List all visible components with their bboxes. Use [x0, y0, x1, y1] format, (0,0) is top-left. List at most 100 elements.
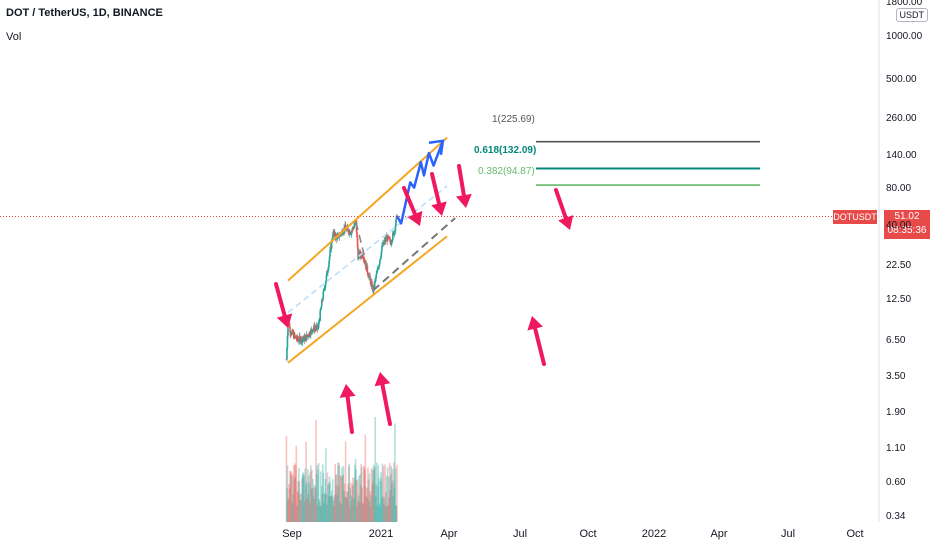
volume-bars: [285, 416, 398, 522]
projection-path: [395, 140, 445, 225]
candle-body: [324, 288, 326, 290]
volume-bar: [302, 473, 305, 522]
volume-bar: [364, 469, 366, 522]
candle-body: [299, 336, 301, 338]
volume-bar: [369, 506, 372, 522]
volume-bar: [294, 476, 297, 522]
volume-bar: [371, 470, 374, 522]
volume-bar: [298, 481, 301, 522]
volume-bar: [325, 494, 328, 522]
volume-bar: [356, 479, 359, 522]
volume-bar: [297, 491, 300, 522]
candle-body: [381, 246, 383, 252]
volume-bar: [308, 482, 311, 522]
candle-body: [307, 336, 310, 338]
candle-body: [342, 233, 344, 235]
candle-body: [353, 226, 355, 229]
candle-body: [314, 328, 316, 331]
candle-body: [356, 237, 359, 248]
candle-body: [372, 284, 375, 293]
volume-bar: [294, 465, 297, 522]
annotation-arrow-shaft: [533, 326, 546, 366]
volume-bar: [370, 468, 373, 522]
candle-body: [342, 232, 345, 234]
volume-bar: [384, 506, 387, 522]
volume-bar: [391, 469, 394, 522]
symbol-title[interactable]: DOT / TetherUS, 1D, BINANCE: [6, 7, 163, 19]
volume-bar: [386, 506, 388, 522]
volume-bar: [299, 493, 301, 522]
candle-body: [331, 237, 334, 241]
volume-bar: [318, 499, 320, 522]
volume-bar: [395, 505, 397, 522]
volume-bar: [298, 468, 300, 522]
volume-bar: [326, 472, 329, 522]
volume-bar: [306, 498, 309, 522]
candle-body: [291, 330, 294, 335]
fib-label-0382: 0.382(94.87): [478, 166, 535, 177]
candle-body: [377, 268, 380, 270]
candle-body: [312, 328, 315, 330]
volume-bar: [331, 495, 333, 522]
volume-bar: [306, 469, 309, 522]
volume-bar: [311, 488, 314, 522]
candles: [285, 214, 398, 362]
annotation-arrows: [274, 164, 574, 434]
volume-bar: [330, 490, 333, 522]
volume-bar: [289, 472, 292, 522]
candle-body: [332, 231, 334, 238]
volume-bar: [365, 486, 367, 522]
volume-bar: [342, 465, 345, 522]
annotation-arrow-shaft: [430, 172, 441, 206]
volume-bar: [359, 473, 361, 522]
volume-bar: [375, 462, 378, 522]
candle-body: [359, 252, 362, 256]
y-tick-label: 6.50: [886, 335, 906, 346]
volume-bar: [373, 468, 375, 522]
volume-bar: [376, 506, 379, 522]
volume-bar: [348, 463, 351, 522]
volume-bar: [317, 469, 319, 522]
volume-bar: [310, 465, 312, 522]
drawings: [287, 136, 760, 364]
candle-body: [289, 332, 292, 335]
candle-body: [300, 340, 302, 343]
candle-body: [357, 247, 359, 260]
candle-body: [329, 250, 331, 257]
candle-body: [305, 334, 308, 341]
volume-bar: [319, 506, 321, 522]
candle-body: [347, 228, 350, 233]
volume-bar: [362, 502, 365, 522]
volume-bar: [335, 474, 338, 522]
x-tick-label: Jul: [512, 528, 528, 540]
volume-bar: [291, 474, 294, 522]
candle-body: [356, 232, 358, 238]
candle-body: [382, 242, 384, 246]
volume-bar: [336, 494, 339, 522]
candle-body: [376, 269, 379, 273]
volume-bar: [286, 465, 289, 522]
volume-bar: [302, 472, 304, 522]
candle-body: [319, 309, 322, 311]
candle-body: [322, 291, 325, 299]
candle-body: [323, 288, 325, 292]
volume-label[interactable]: Vol: [6, 31, 22, 43]
y-tick-label: 1.10: [886, 443, 906, 454]
volume-bar: [387, 504, 389, 522]
volume-bar: [375, 484, 378, 522]
volume-bar: [378, 477, 380, 522]
y-tick-label: 260.00: [886, 113, 917, 124]
volume-bar: [378, 503, 381, 522]
volume-bar: [367, 467, 369, 522]
volume-bar: [314, 488, 317, 522]
candle-body: [391, 242, 393, 243]
volume-bar: [374, 496, 377, 522]
currency-label[interactable]: USDT: [895, 8, 928, 22]
volume-bar: [350, 495, 353, 522]
volume-bar: [363, 467, 366, 522]
volume-bar: [329, 482, 331, 522]
volume-bar: [334, 474, 337, 522]
candle-body: [321, 298, 324, 301]
volume-bar: [307, 493, 310, 522]
